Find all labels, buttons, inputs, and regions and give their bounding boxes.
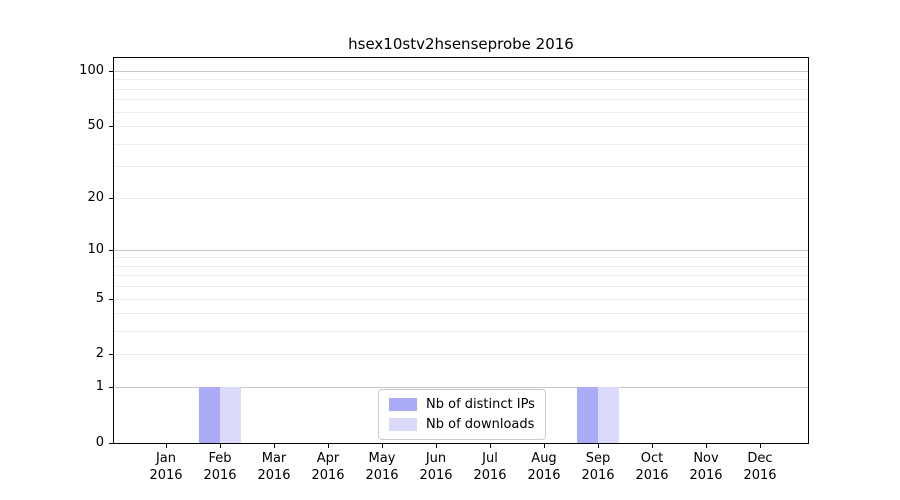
x-tick-mark xyxy=(706,444,707,448)
x-tick-mark xyxy=(166,444,167,448)
y-tick-label: 1 xyxy=(95,379,104,394)
x-tick-year: 2016 xyxy=(257,468,291,483)
minor-gridline xyxy=(114,331,808,333)
minor-gridline xyxy=(114,298,808,300)
x-tick-mark xyxy=(544,444,545,448)
x-tick-mark xyxy=(328,444,329,448)
y-tick-label: 2 xyxy=(95,346,104,361)
minor-gridline xyxy=(114,143,808,145)
x-tick-year: 2016 xyxy=(311,468,345,483)
x-tick-mark xyxy=(490,444,491,448)
x-tick-year: 2016 xyxy=(149,468,183,483)
bar-feb-downloads xyxy=(219,387,241,443)
x-tick-label: Nov 2016 xyxy=(676,450,736,484)
x-tick-mark xyxy=(652,444,653,448)
x-tick-month: Nov xyxy=(693,451,719,466)
legend-item-distinct-ips: Nb of distinct IPs xyxy=(389,397,535,412)
minor-gridline xyxy=(114,111,808,113)
x-tick-mark xyxy=(220,444,221,448)
x-tick-month: Oct xyxy=(640,451,664,466)
x-tick-label: Jan 2016 xyxy=(136,450,196,484)
x-tick-month: Jan xyxy=(155,451,177,466)
distinct-ips-swatch xyxy=(389,398,417,411)
legend-label-downloads: Nb of downloads xyxy=(426,417,535,432)
x-tick-label: Sep 2016 xyxy=(568,450,628,484)
x-tick-month: Feb xyxy=(208,451,232,466)
x-tick-label: Dec 2016 xyxy=(730,450,790,484)
y-tick-label: 50 xyxy=(87,118,104,133)
x-tick-year: 2016 xyxy=(689,468,723,483)
minor-gridline xyxy=(114,286,808,288)
y-tick-label: 10 xyxy=(87,242,104,257)
y-tick-mark xyxy=(109,387,113,388)
minor-gridline xyxy=(114,88,808,90)
x-tick-mark xyxy=(598,444,599,448)
minor-gridline xyxy=(114,313,808,315)
x-tick-year: 2016 xyxy=(635,468,669,483)
x-tick-month: Aug xyxy=(531,451,557,466)
x-tick-mark xyxy=(382,444,383,448)
plot-area xyxy=(113,57,809,444)
y-tick-label: 100 xyxy=(79,63,104,78)
y-tick-label: 0 xyxy=(95,435,104,450)
y-tick-mark xyxy=(109,354,113,355)
x-tick-label: Aug 2016 xyxy=(514,450,574,484)
legend: Nb of distinct IPs Nb of downloads xyxy=(378,389,546,440)
minor-gridline xyxy=(114,275,808,277)
x-tick-label: Jul 2016 xyxy=(460,450,520,484)
x-tick-year: 2016 xyxy=(365,468,399,483)
major-gridline xyxy=(114,249,808,251)
minor-gridline xyxy=(114,265,808,267)
minor-gridline xyxy=(114,257,808,259)
major-gridline xyxy=(114,71,808,72)
chart-title: hsex10stv2hsenseprobe 2016 xyxy=(348,35,574,53)
x-tick-month: Mar xyxy=(261,451,287,466)
minor-gridline xyxy=(114,166,808,168)
legend-label-distinct-ips: Nb of distinct IPs xyxy=(426,397,535,412)
x-tick-mark xyxy=(760,444,761,448)
y-tick-mark xyxy=(109,299,113,300)
major-gridline xyxy=(114,387,808,389)
x-tick-month: Dec xyxy=(747,451,773,466)
x-tick-label: Mar 2016 xyxy=(244,450,304,484)
x-tick-year: 2016 xyxy=(473,468,507,483)
minor-gridline xyxy=(114,79,808,81)
x-tick-year: 2016 xyxy=(419,468,453,483)
bar-sep-downloads xyxy=(597,387,619,443)
x-tick-label: Jun 2016 xyxy=(406,450,466,484)
x-tick-year: 2016 xyxy=(743,468,777,483)
x-tick-year: 2016 xyxy=(527,468,561,483)
x-tick-month: Sep xyxy=(585,451,611,466)
y-tick-mark xyxy=(109,198,113,199)
bar-feb-distinct-ips xyxy=(198,387,220,443)
y-tick-label: 20 xyxy=(87,190,104,205)
x-tick-month: Jun xyxy=(425,451,447,466)
x-tick-month: Apr xyxy=(316,451,340,466)
x-tick-label: Apr 2016 xyxy=(298,450,358,484)
x-tick-label: May 2016 xyxy=(352,450,412,484)
minor-gridline xyxy=(114,126,808,128)
minor-gridline xyxy=(114,197,808,199)
y-tick-mark xyxy=(109,250,113,251)
y-tick-mark xyxy=(109,71,113,72)
y-tick-label: 5 xyxy=(95,291,104,306)
minor-gridline xyxy=(114,99,808,101)
minor-gridline xyxy=(114,354,808,356)
y-tick-mark xyxy=(109,443,113,444)
legend-item-downloads: Nb of downloads xyxy=(389,417,535,432)
x-tick-mark xyxy=(436,444,437,448)
x-tick-year: 2016 xyxy=(203,468,237,483)
x-tick-label: Feb 2016 xyxy=(190,450,250,484)
bar-sep-distinct-ips xyxy=(576,387,598,443)
x-tick-mark xyxy=(274,444,275,448)
downloads-swatch xyxy=(389,418,417,431)
x-tick-month: May xyxy=(368,451,396,466)
x-tick-month: Jul xyxy=(482,451,498,466)
x-tick-label: Oct 2016 xyxy=(622,450,682,484)
y-tick-mark xyxy=(109,126,113,127)
x-tick-year: 2016 xyxy=(581,468,615,483)
